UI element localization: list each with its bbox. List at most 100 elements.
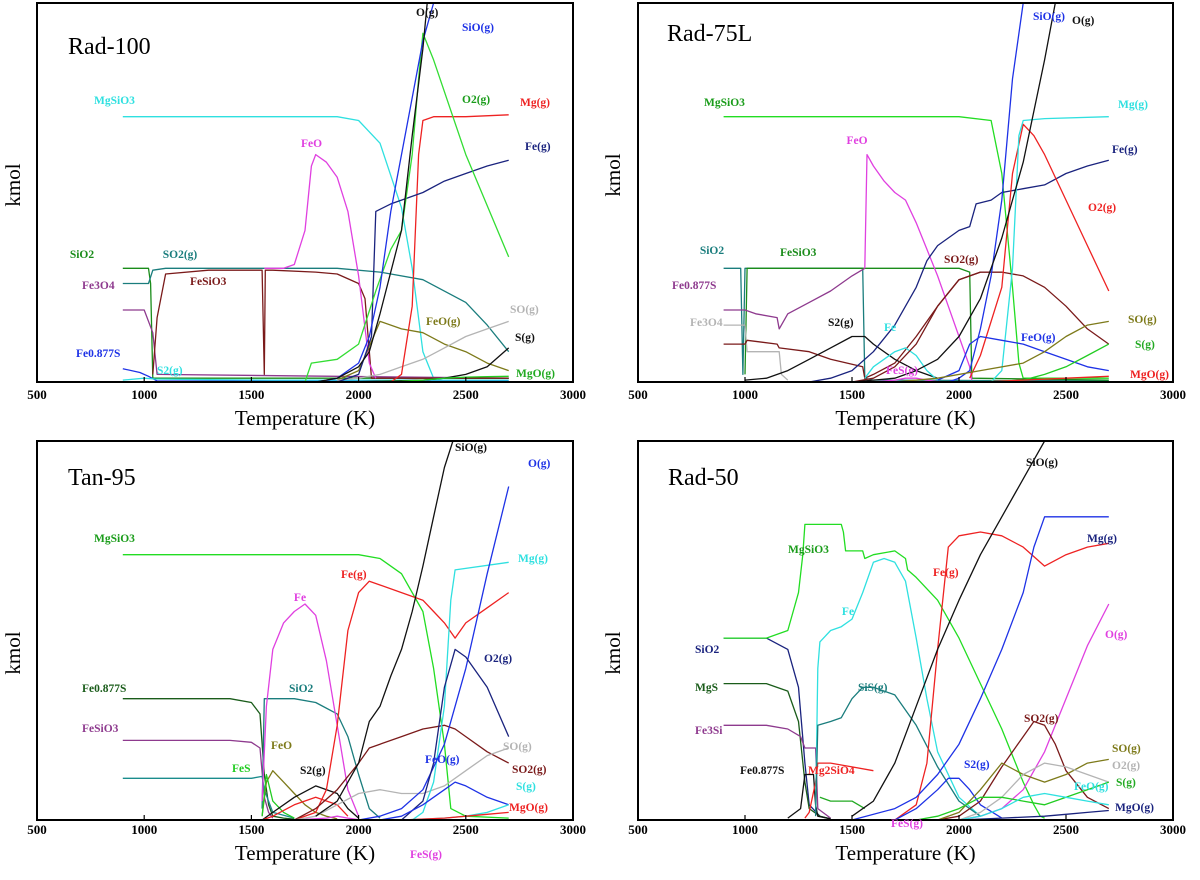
species-label-fes-g: FeS(g) (886, 365, 918, 377)
series-line-mg-g (390, 114, 509, 382)
x-tick-label: 1500 (839, 387, 865, 402)
species-label-so2-g: SO2(g) (1024, 713, 1059, 725)
species-label-fe-g: Fe(g) (933, 567, 959, 579)
species-label-o2-g: O2(g) (484, 653, 512, 665)
x-axis-label: Temperature (K) (235, 406, 375, 430)
y-axis-label: kmol (601, 631, 625, 674)
series-line-fe0-877s-b (723, 271, 1110, 379)
series-line-fe0-877s (723, 267, 866, 330)
species-label-feo-g: FeO(g) (426, 316, 461, 328)
series-line-fe3o4 (122, 309, 509, 379)
series-line-mgsio3 (723, 523, 1045, 819)
series-line-green-low (819, 796, 866, 810)
x-tick-label: 1500 (238, 822, 264, 837)
series-line-o-g (851, 3, 1056, 382)
species-label-mg-g: Mg(g) (518, 553, 548, 565)
species-label-feo-g: FeO(g) (1074, 781, 1109, 793)
series-line-mg2sio4 (804, 762, 874, 819)
series-line-fe (864, 347, 939, 381)
x-tick-label: 2000 (946, 822, 972, 837)
chart-tan-95: 500 1000 1500 2000 2500 3000 Temperature (K) km… (1, 440, 586, 865)
plot-frame (637, 440, 1174, 821)
species-label-mgsio3: MgSiO3 (94, 95, 135, 107)
species-label-mgo-g: MgO(g) (1130, 369, 1169, 381)
x-tick-label: 1000 (732, 387, 758, 402)
species-label-s-g: S(g) (1135, 339, 1155, 351)
x-tick-label: 3000 (560, 822, 586, 837)
panel-tan-95: 500 1000 1500 2000 2500 3000 Temperature (K) km… (0, 438, 600, 875)
plot-frame (36, 440, 574, 821)
series-line-o-g (315, 3, 428, 382)
species-label-o-g: O(g) (416, 7, 439, 19)
x-tick-label: 2000 (346, 822, 372, 837)
x-tick-label: 3000 (1160, 387, 1186, 402)
series-line-so-g (894, 320, 1109, 382)
series-line-so2-g (937, 720, 1110, 820)
x-tick-label: 2000 (946, 387, 972, 402)
series-line-so2-g (293, 724, 510, 820)
series-line-o2-g (958, 762, 1110, 820)
species-label-so-g: SO(g) (1112, 743, 1141, 755)
species-label-sio2: SiO2 (695, 644, 720, 656)
species-label-feo: FeO (301, 138, 322, 150)
series-line-fes-g (294, 815, 359, 820)
x-tick-label: 500 (628, 822, 648, 837)
species-label-mgsio3: MgSiO3 (704, 97, 745, 109)
species-label-o-g: O(g) (528, 458, 551, 470)
species-label-s-g: S(g) (516, 781, 536, 793)
y-axis-label: kmol (1, 631, 25, 674)
species-label-mg2sio4: Mg2SiO4 (808, 765, 855, 777)
panel-rad-75l: 500 1000 1500 2000 2500 3000 Temperature (K) km… (600, 0, 1200, 438)
species-label-fe0-877s: Fe0.877S (76, 348, 120, 360)
panel-rad-50: 500 1000 1500 2000 2500 3000 Temperature (K) km… (600, 438, 1200, 875)
species-label-fe-g: Fe(g) (525, 141, 551, 153)
species-label-sio2: SiO2 (700, 245, 725, 257)
species-label-so-g: SO(g) (510, 304, 539, 316)
series-line-s2-g (122, 377, 509, 381)
series-line-s-g (980, 343, 1110, 382)
species-label-fe0-877s: Fe0.877S (672, 280, 716, 292)
x-tick-label: 500 (27, 387, 47, 402)
series-line-fe0-877s (787, 773, 831, 820)
species-label-fe3o4: Fe3O4 (690, 317, 723, 329)
series-line-sio-g (948, 3, 1109, 382)
series-line-sio-g (315, 441, 454, 817)
series-line-so2-g (851, 271, 1002, 382)
x-tick-label: 2000 (346, 387, 372, 402)
series-line-feo (864, 153, 973, 381)
species-label-so2-g: SO2(g) (512, 764, 547, 776)
species-label-fe3o4: Fe3O4 (82, 280, 115, 292)
chart-rad-100: 500 1000 1500 2000 2500 3000 Temperature (K) km… (1, 2, 586, 430)
series-line-s2-g (261, 785, 360, 820)
species-label-fes-g: FeS(g) (410, 849, 442, 861)
species-label-fe-g: Fe(g) (1112, 144, 1138, 156)
species-label-feo: FeO (271, 740, 292, 752)
species-label-sio2: SiO2 (70, 249, 95, 261)
species-label-so2-g: SO2(g) (163, 249, 198, 261)
series-line-fe-g (809, 159, 1109, 382)
species-label-feo-g: FeO(g) (1021, 332, 1056, 344)
x-tick-label: 2500 (453, 822, 479, 837)
series-line-mg-g (990, 116, 1109, 382)
x-tick-label: 2500 (1053, 822, 1079, 837)
series-line-o2-g (401, 648, 510, 820)
species-label-mg-g: Mg(g) (1118, 99, 1148, 111)
species-label-fe: Fe (842, 606, 854, 618)
series-line-fesio3 (122, 739, 274, 819)
series-line-s-g (916, 781, 1110, 820)
x-tick-label: 2500 (453, 387, 479, 402)
series-line-so2-g (122, 267, 510, 353)
species-label-so-g: SO(g) (503, 741, 532, 753)
x-tick-label: 2500 (1053, 387, 1079, 402)
species-label-fe0-877s: Fe0.877S (82, 683, 126, 695)
y-axis-label: kmol (601, 153, 625, 196)
x-tick-label: 1000 (131, 822, 157, 837)
series-line-sio-g (315, 3, 509, 382)
species-label-fe3si: Fe3Si (695, 725, 723, 737)
x-tick-label: 1500 (839, 822, 865, 837)
series-line-sio2 (122, 267, 509, 379)
series-line-sio-g (851, 441, 1046, 817)
series-line-fes (261, 773, 295, 819)
series-line-o2-g (969, 123, 1110, 379)
series-line-mg-g (411, 561, 509, 820)
